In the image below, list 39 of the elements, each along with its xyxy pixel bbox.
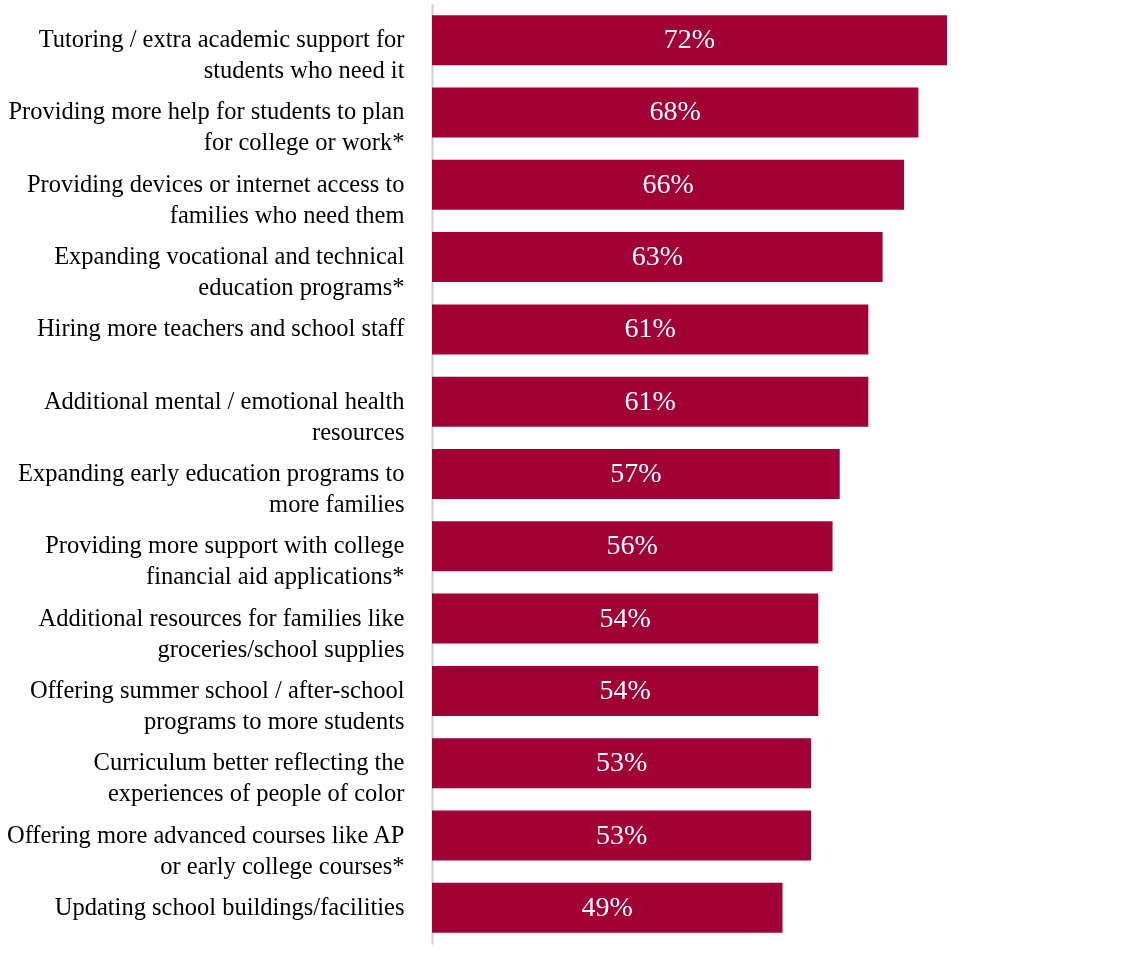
y-tick-label: Updating school buildings/facilities	[54, 892, 405, 920]
bar	[432, 87, 919, 138]
bar	[432, 449, 840, 499]
y-tick-label: Providing more help for students to plan for college or work*	[8, 97, 405, 156]
data-label: 63%	[631, 240, 683, 272]
bar	[432, 738, 812, 789]
data-label: 61%	[624, 384, 676, 416]
y-tick-label: Providing devices or internet access to families who need them	[26, 169, 405, 228]
y-tick-label: Additional resources for families like groceries/school supplies	[38, 603, 405, 662]
bar	[432, 521, 833, 572]
data-label: 54%	[599, 601, 651, 633]
data-label: 53%	[595, 818, 648, 850]
data-label: 56%	[606, 529, 658, 561]
bar	[432, 882, 783, 933]
data-label: 49%	[581, 890, 633, 922]
data-label: 53%	[595, 746, 648, 778]
bar	[432, 15, 947, 66]
data-label: 54%	[599, 673, 651, 705]
y-tick-label: Tutoring / extra academic support for students who need it	[38, 25, 405, 84]
y-tick-label: Offering summer school / after-school programs to more students	[29, 675, 405, 734]
bar	[432, 593, 819, 644]
y-tick-label: Hiring more teachers and school staff	[36, 314, 406, 342]
y-tick-label: Additional mental / emotional health resources	[43, 386, 405, 445]
bar	[432, 232, 883, 283]
bar	[432, 159, 905, 210]
y-tick-label: Expanding early education programs to more families	[18, 459, 405, 517]
data-label: 72%	[663, 23, 716, 55]
data-label: 61%	[624, 312, 676, 344]
bar	[432, 376, 869, 427]
y-tick-label: Providing more support with college financial aid applications*	[45, 531, 405, 590]
data-label: 57%	[610, 457, 662, 488]
bar	[432, 304, 869, 355]
data-label: 68%	[649, 95, 701, 127]
y-tick-label: Curriculum better reflecting the experiences of people of color	[93, 748, 405, 807]
bar	[432, 810, 812, 861]
bar	[432, 665, 819, 716]
data-label: 66%	[642, 167, 694, 199]
y-tick-label: Offering more advanced courses like AP or early college courses*	[6, 820, 405, 879]
y-tick-label: Expanding vocational and technical education programs*	[54, 242, 405, 301]
